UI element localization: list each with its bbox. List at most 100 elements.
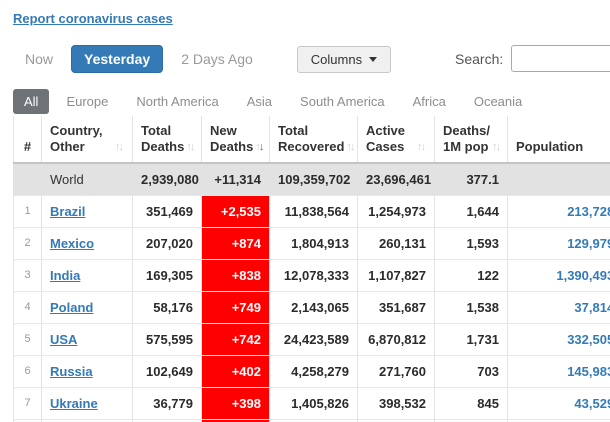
country-cell: Russia — [42, 356, 133, 388]
time-tab-now[interactable]: Now — [13, 46, 65, 72]
sort-desc-icon: ↑↓ — [255, 139, 264, 155]
rank-cell: 1 — [14, 196, 42, 228]
country-link-usa[interactable]: USA — [50, 332, 77, 347]
total-deaths-cell: 58,176 — [133, 292, 202, 324]
country-cell: Brazil — [42, 196, 133, 228]
column-header-total-recovered[interactable]: Total Recovered↑↓ — [270, 116, 358, 163]
population-cell[interactable]: 37,814,435 — [508, 292, 610, 324]
total-recovered-cell: 109,359,702 — [270, 163, 358, 196]
continent-tab-group: AllEuropeNorth America AsiaSouth AmericaA… — [13, 89, 610, 114]
table-row-usa: 5USA575,595+74224,423,5896,870,8121,7313… — [14, 324, 610, 356]
continent-tab-all[interactable]: All — [13, 89, 49, 114]
time-tab-2-days-ago[interactable]: 2 Days Ago — [169, 46, 265, 72]
new-deaths-cell: +874 — [202, 228, 270, 260]
column-header-label: Population — [516, 139, 583, 155]
country-cell: India — [42, 260, 133, 292]
deaths-per-1m-cell: 122 — [435, 260, 508, 292]
population-cell[interactable]: 43,529,477 — [508, 388, 610, 420]
column-header-total-deaths[interactable]: Total Deaths↑↓ — [133, 116, 202, 163]
new-deaths-cell: +838 — [202, 260, 270, 292]
column-header-active-cases[interactable]: Active Cases↑↓ — [358, 116, 435, 163]
column-header-population[interactable]: Population↑↓ — [508, 116, 610, 163]
report-coronavirus-cases-link[interactable]: Report coronavirus cases — [13, 11, 173, 26]
total-recovered-cell: 24,423,589 — [270, 324, 358, 356]
country-link-mexico[interactable]: Mexico — [50, 236, 94, 251]
rank-cell: 3 — [14, 260, 42, 292]
rank-cell: 5 — [14, 324, 42, 356]
country-cell: World — [42, 163, 133, 196]
total-recovered-cell: 11,838,564 — [270, 196, 358, 228]
active-cases-cell: 1,107,827 — [358, 260, 435, 292]
deaths-per-1m-cell: 377.1 — [435, 163, 508, 196]
deaths-per-1m-cell: 1,644 — [435, 196, 508, 228]
continent-tab-south-america[interactable]: South America — [289, 89, 396, 114]
table-row-india: 3India169,305+83812,078,3331,107,8271221… — [14, 260, 610, 292]
total-deaths-cell: 351,469 — [133, 196, 202, 228]
new-deaths-cell: +11,314 — [202, 163, 270, 196]
population-cell[interactable]: 129,979,772 — [508, 228, 610, 260]
sort-icon: ↑↓ — [417, 139, 426, 155]
columns-dropdown-button[interactable]: Columns — [297, 46, 391, 73]
table-row-poland: 4Poland58,176+7492,143,065351,6871,53837… — [14, 292, 610, 324]
active-cases-cell: 6,870,812 — [358, 324, 435, 356]
active-cases-cell: 23,696,461 — [358, 163, 435, 196]
country-cell: Ukraine — [42, 388, 133, 420]
country-cell: USA — [42, 324, 133, 356]
deaths-per-1m-cell: 1,731 — [435, 324, 508, 356]
worldometer-coronavirus-page: Report coronavirus cases NowYesterday2 D… — [0, 0, 610, 422]
country-cell: Poland — [42, 292, 133, 324]
rank-cell: 4 — [14, 292, 42, 324]
continent-tab-europe[interactable]: Europe — [55, 89, 119, 114]
continent-tab-oceania[interactable]: Oceania — [463, 89, 533, 114]
new-deaths-cell: +402 — [202, 356, 270, 388]
rank-cell: 6 — [14, 356, 42, 388]
new-deaths-cell: +749 — [202, 292, 270, 324]
column-header-: # — [14, 116, 42, 163]
search-label: Search: — [455, 51, 503, 67]
time-tab-group: NowYesterday2 Days Ago — [13, 45, 265, 73]
deaths-per-1m-cell: 1,593 — [435, 228, 508, 260]
table-row-brazil: 1Brazil351,469+2,53511,838,5641,254,9731… — [14, 196, 610, 228]
table-header-row: #Country, Other↑↓Total Deaths↑↓New Death… — [14, 116, 610, 163]
country-link-india[interactable]: India — [50, 268, 80, 283]
country-link-brazil[interactable]: Brazil — [50, 204, 85, 219]
sort-icon: ↑↓ — [115, 139, 124, 155]
country-link-poland[interactable]: Poland — [50, 300, 93, 315]
total-recovered-cell: 1,804,913 — [270, 228, 358, 260]
sort-icon: ↑↓ — [186, 139, 195, 155]
search-area: Search: — [455, 45, 610, 72]
active-cases-cell: 398,532 — [358, 388, 435, 420]
toolbar: NowYesterday2 Days Ago Columns Search: — [13, 45, 610, 73]
population-cell — [508, 163, 610, 196]
active-cases-cell: 1,254,973 — [358, 196, 435, 228]
total-deaths-cell: 36,779 — [133, 388, 202, 420]
table-row-mexico: 2Mexico207,020+8741,804,913260,1311,5931… — [14, 228, 610, 260]
column-header-deaths-1m-pop[interactable]: Deaths/ 1M pop↑↓ — [435, 116, 508, 163]
rank-cell: 7 — [14, 388, 42, 420]
search-input[interactable] — [511, 45, 610, 72]
total-recovered-cell: 12,078,333 — [270, 260, 358, 292]
time-tab-yesterday[interactable]: Yesterday — [71, 45, 163, 73]
population-cell[interactable]: 145,983,010 — [508, 356, 610, 388]
world-summary-row: World2,939,080+11,314109,359,70223,696,4… — [14, 163, 610, 196]
country-link-russia[interactable]: Russia — [50, 364, 93, 379]
new-deaths-cell: +398 — [202, 388, 270, 420]
new-deaths-cell: +742 — [202, 324, 270, 356]
table-row-ukraine: 7Ukraine36,779+3981,405,826398,53284543,… — [14, 388, 610, 420]
column-header-label: Deaths/ 1M pop — [443, 123, 490, 155]
population-cell[interactable]: 213,728,826 — [508, 196, 610, 228]
column-header-new-deaths[interactable]: New Deaths↑↓ — [202, 116, 270, 163]
continent-tab-north-america[interactable]: North America — [125, 89, 229, 114]
country-cell: Mexico — [42, 228, 133, 260]
total-deaths-cell: 207,020 — [133, 228, 202, 260]
total-recovered-cell: 4,258,279 — [270, 356, 358, 388]
total-recovered-cell: 1,405,826 — [270, 388, 358, 420]
column-header-label: Total Deaths — [141, 123, 184, 155]
country-link-ukraine[interactable]: Ukraine — [50, 396, 98, 411]
column-header-label: Active Cases — [366, 123, 415, 155]
continent-tab-africa[interactable]: Africa — [402, 89, 457, 114]
population-cell[interactable]: 332,505,583 — [508, 324, 610, 356]
continent-tab-asia[interactable]: Asia — [236, 89, 283, 114]
population-cell[interactable]: 1,390,493,952 — [508, 260, 610, 292]
column-header-country-other[interactable]: Country, Other↑↓ — [42, 116, 133, 163]
